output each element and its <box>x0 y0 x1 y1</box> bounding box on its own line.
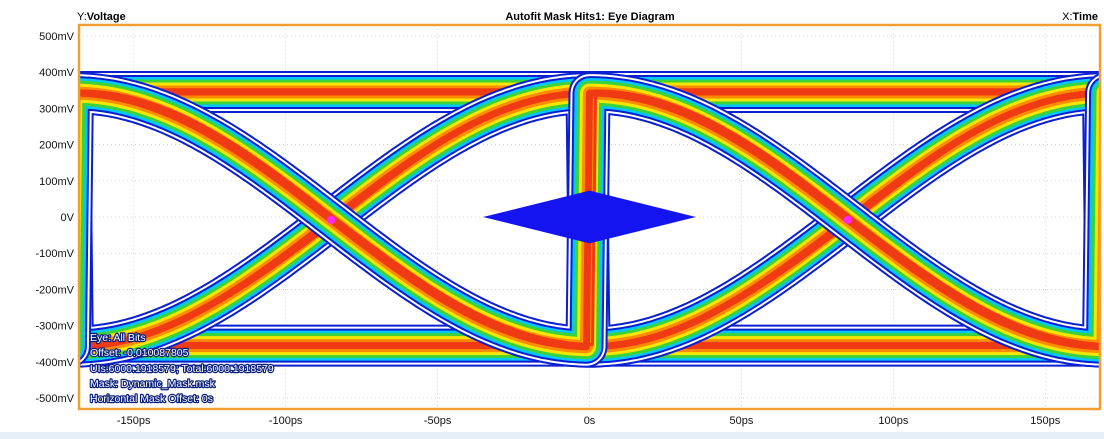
y-axis-prefix: Y: <box>77 11 87 23</box>
y-tick-label: -500mV <box>35 393 74 405</box>
y-tick-labels: 500mV 400mV 300mV 200mV 100mV 0V -100mV -200mV -… <box>35 31 74 405</box>
x-tick-label: 150ps <box>1030 415 1060 427</box>
x-tick-label: 50ps <box>730 415 754 427</box>
chart-title: Autofit Mask Hits1: Eye Diagram <box>505 11 675 23</box>
crossing-marker <box>327 216 335 224</box>
y-axis-header: Y:Voltage <box>77 11 126 23</box>
x-axis-title: Time <box>1073 11 1098 23</box>
info-mask: Mask: Dynamic_Mask.msk <box>90 378 216 390</box>
info-offset: Offset: -0.010087805 <box>90 347 189 359</box>
y-tick-label: 500mV <box>39 31 75 43</box>
y-tick-label: 400mV <box>39 67 75 79</box>
x-tick-label: 0s <box>584 415 596 427</box>
y-tick-label: -200mV <box>35 284 74 296</box>
x-axis-prefix: X: <box>1062 11 1072 23</box>
y-tick-label: 300mV <box>39 103 75 115</box>
x-axis-header: X:Time <box>1062 11 1098 23</box>
x-tick-labels: -150ps -100ps -50ps 0s 50ps 100ps 150ps <box>117 415 1061 427</box>
y-tick-label: 100mV <box>39 176 75 188</box>
y-axis-title: Voltage <box>87 11 126 23</box>
x-tick-label: 100ps <box>878 415 908 427</box>
y-tick-label: -400mV <box>35 357 74 369</box>
y-tick-label: 0V <box>61 212 75 224</box>
info-uis: UIs:6000.1918579; Total:6000.1918579 <box>90 363 274 375</box>
y-tick-label: 200mV <box>39 140 75 152</box>
x-tick-label: -50ps <box>424 415 452 427</box>
x-tick-label: -150ps <box>117 415 151 427</box>
status-strip <box>0 432 1104 439</box>
x-tick-label: -100ps <box>269 415 303 427</box>
y-tick-label: -300mV <box>35 321 74 333</box>
crossing-marker <box>844 216 852 224</box>
info-eye: Eye: All Bits <box>90 332 145 344</box>
y-tick-label: -100mV <box>35 248 74 260</box>
info-horizontal-offset: Horizontal Mask Offset: 0s <box>90 393 213 405</box>
